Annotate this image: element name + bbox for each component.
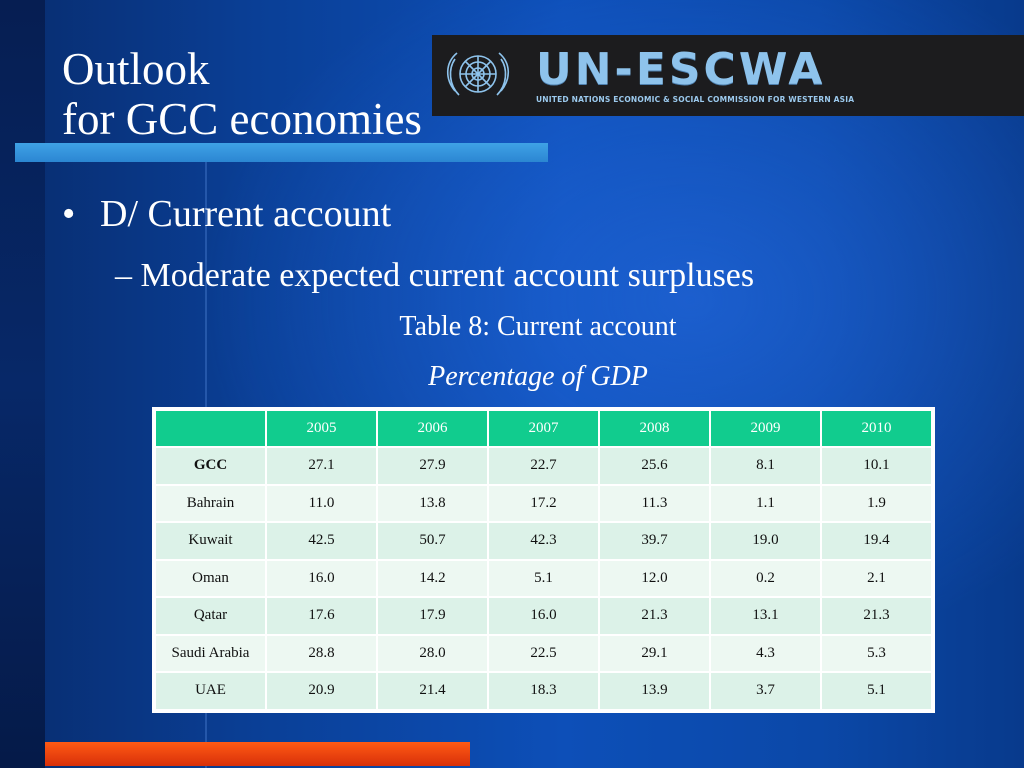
table-cell: 1.9 bbox=[822, 485, 931, 521]
table-cell: 14.2 bbox=[378, 560, 487, 596]
current-account-table: 2005 2006 2007 2008 2009 2010 GCC 27.1 27.9 22.7… bbox=[152, 407, 935, 713]
table-cell: 13.1 bbox=[711, 598, 820, 634]
table-subcaption: Percentage of GDP bbox=[428, 361, 648, 392]
table-cell: 50.7 bbox=[378, 523, 487, 559]
table-header-row: 2005 2006 2007 2008 2009 2010 bbox=[156, 411, 931, 446]
table-cell: 27.1 bbox=[267, 448, 376, 484]
row-label: Kuwait bbox=[156, 523, 265, 559]
table-cell: 5.1 bbox=[489, 560, 598, 596]
table-cell: 28.0 bbox=[378, 635, 487, 671]
table-cell: 28.8 bbox=[267, 635, 376, 671]
table-cell: 22.5 bbox=[489, 635, 598, 671]
row-label: Bahrain bbox=[156, 485, 265, 521]
column-header: 2009 bbox=[711, 411, 820, 446]
data-table: 2005 2006 2007 2008 2009 2010 GCC 27.1 27.9 22.7… bbox=[154, 409, 933, 711]
table-caption: Table 8: Current account bbox=[399, 311, 677, 342]
table-cell: 29.1 bbox=[600, 635, 709, 671]
table-cell: 19.4 bbox=[822, 523, 931, 559]
slide-title: Outlook for GCC economies bbox=[62, 44, 422, 144]
table-cell: 13.9 bbox=[600, 673, 709, 709]
title-line-1: Outlook bbox=[62, 44, 210, 94]
logo-banner: UN-ESCWA UNITED NATIONS ECONOMIC & SOCIA… bbox=[432, 35, 1024, 116]
row-label: Oman bbox=[156, 560, 265, 596]
table-cell: 16.0 bbox=[489, 598, 598, 634]
column-header: 2007 bbox=[489, 411, 598, 446]
table-cell: 2.1 bbox=[822, 560, 931, 596]
table-cell: 11.3 bbox=[600, 485, 709, 521]
bullet-item: • D/ Current account bbox=[62, 192, 391, 236]
column-header: 2008 bbox=[600, 411, 709, 446]
table-body: GCC 27.1 27.9 22.7 25.6 8.1 10.1 Bahrain 11.0 13.… bbox=[156, 448, 931, 709]
left-band bbox=[0, 0, 45, 768]
table-cell: 39.7 bbox=[600, 523, 709, 559]
table-row: Saudi Arabia 28.8 28.0 22.5 29.1 4.3 5.3 bbox=[156, 635, 931, 671]
table-cell: 20.9 bbox=[267, 673, 376, 709]
table-cell: 27.9 bbox=[378, 448, 487, 484]
un-emblem-icon bbox=[438, 41, 518, 111]
table-cell: 21.3 bbox=[822, 598, 931, 634]
title-line-2: for GCC economies bbox=[62, 94, 422, 144]
table-cell: 8.1 bbox=[711, 448, 820, 484]
table-cell: 21.4 bbox=[378, 673, 487, 709]
table-row: Kuwait 42.5 50.7 42.3 39.7 19.0 19.4 bbox=[156, 523, 931, 559]
table-cell: 11.0 bbox=[267, 485, 376, 521]
row-label: GCC bbox=[156, 448, 265, 484]
table-cell: 21.3 bbox=[600, 598, 709, 634]
table-cell: 42.3 bbox=[489, 523, 598, 559]
table-cell: 5.1 bbox=[822, 673, 931, 709]
column-header: 2005 bbox=[267, 411, 376, 446]
table-row: GCC 27.1 27.9 22.7 25.6 8.1 10.1 bbox=[156, 448, 931, 484]
column-header: 2006 bbox=[378, 411, 487, 446]
table-row: Oman 16.0 14.2 5.1 12.0 0.2 2.1 bbox=[156, 560, 931, 596]
table-cell: 17.6 bbox=[267, 598, 376, 634]
footer-accent-bar bbox=[45, 742, 470, 766]
table-cell: 25.6 bbox=[600, 448, 709, 484]
table-row: Bahrain 11.0 13.8 17.2 11.3 1.1 1.9 bbox=[156, 485, 931, 521]
header-corner-cell bbox=[156, 411, 265, 446]
row-label: Qatar bbox=[156, 598, 265, 634]
table-cell: 42.5 bbox=[267, 523, 376, 559]
row-label: Saudi Arabia bbox=[156, 635, 265, 671]
table-cell: 16.0 bbox=[267, 560, 376, 596]
table-cell: 3.7 bbox=[711, 673, 820, 709]
table-cell: 17.2 bbox=[489, 485, 598, 521]
bullet-text: D/ Current account bbox=[100, 193, 392, 235]
sub-bullet-item: – Moderate expected current account surp… bbox=[115, 257, 755, 294]
table-cell: 4.3 bbox=[711, 635, 820, 671]
logo-subtitle: UNITED NATIONS ECONOMIC & SOCIAL COMMISS… bbox=[536, 95, 855, 104]
table-cell: 12.0 bbox=[600, 560, 709, 596]
table-cell: 5.3 bbox=[822, 635, 931, 671]
column-header: 2010 bbox=[822, 411, 931, 446]
row-label: UAE bbox=[156, 673, 265, 709]
bullet-marker: • bbox=[62, 193, 76, 235]
table-cell: 10.1 bbox=[822, 448, 931, 484]
table-cell: 0.2 bbox=[711, 560, 820, 596]
table-row: UAE 20.9 21.4 18.3 13.9 3.7 5.1 bbox=[156, 673, 931, 709]
table-cell: 17.9 bbox=[378, 598, 487, 634]
table-row: Qatar 17.6 17.9 16.0 21.3 13.1 21.3 bbox=[156, 598, 931, 634]
table-cell: 13.8 bbox=[378, 485, 487, 521]
table-cell: 22.7 bbox=[489, 448, 598, 484]
table-cell: 18.3 bbox=[489, 673, 598, 709]
table-cell: 19.0 bbox=[711, 523, 820, 559]
table-cell: 1.1 bbox=[711, 485, 820, 521]
title-underline-bar bbox=[15, 143, 548, 162]
logo-wordmark: UN-ESCWA bbox=[536, 44, 826, 95]
